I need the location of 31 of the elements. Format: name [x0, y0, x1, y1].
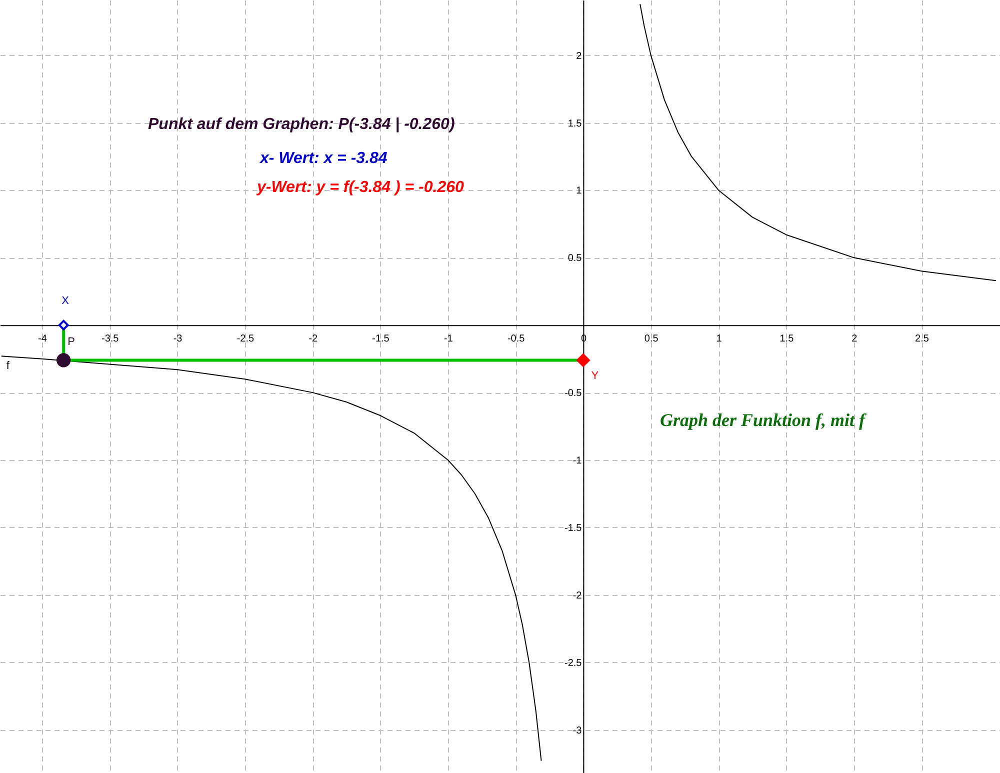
annotation: Graph der Funktion f, mit f [660, 410, 868, 430]
series-label: f [6, 360, 10, 372]
annotation: Punkt auf dem Graphen: P(-3.84 | -0.260) [148, 116, 455, 133]
y-tick-label: 2 [576, 50, 582, 62]
x-tick-label: -1 [444, 334, 454, 345]
x-tick-label: -3.5 [101, 334, 120, 345]
x-tick-label: 2.5 [915, 334, 930, 345]
annotation: y-Wert: y = f(-3.84 ) = -0.260 [256, 179, 464, 196]
annotation: x- Wert: x = -3.84 [259, 150, 388, 167]
series-label: Y [591, 370, 600, 382]
x-tick-label: 1 [716, 334, 722, 345]
x-tick-label: -4 [38, 334, 48, 345]
x-tick-label: -1.5 [372, 334, 390, 345]
x-tick-label: 2 [852, 334, 858, 345]
y-tick-label: -2 [572, 590, 582, 602]
series-label: X [62, 295, 70, 308]
series-label: P [68, 336, 75, 348]
x-tick-label: -0.5 [507, 334, 526, 345]
y-tick-label: -3 [572, 725, 582, 736]
x-tick-label: 1.5 [780, 334, 794, 345]
y-tick-label: 1.5 [568, 118, 582, 130]
y-tick-label: 1 [576, 186, 582, 197]
x-tick-label: 0.5 [644, 334, 659, 345]
y-tick-label: -1.5 [564, 522, 582, 534]
x-tick-label: -2.5 [236, 334, 254, 345]
x-tick-label: -3 [173, 334, 183, 345]
y-tick-label: -2.5 [564, 658, 582, 669]
y-tick-label: -1 [572, 456, 582, 467]
y-tick-label: 0.5 [568, 253, 582, 264]
x-tick-label: -2 [308, 334, 318, 345]
y-tick-label: -0.5 [564, 388, 582, 400]
